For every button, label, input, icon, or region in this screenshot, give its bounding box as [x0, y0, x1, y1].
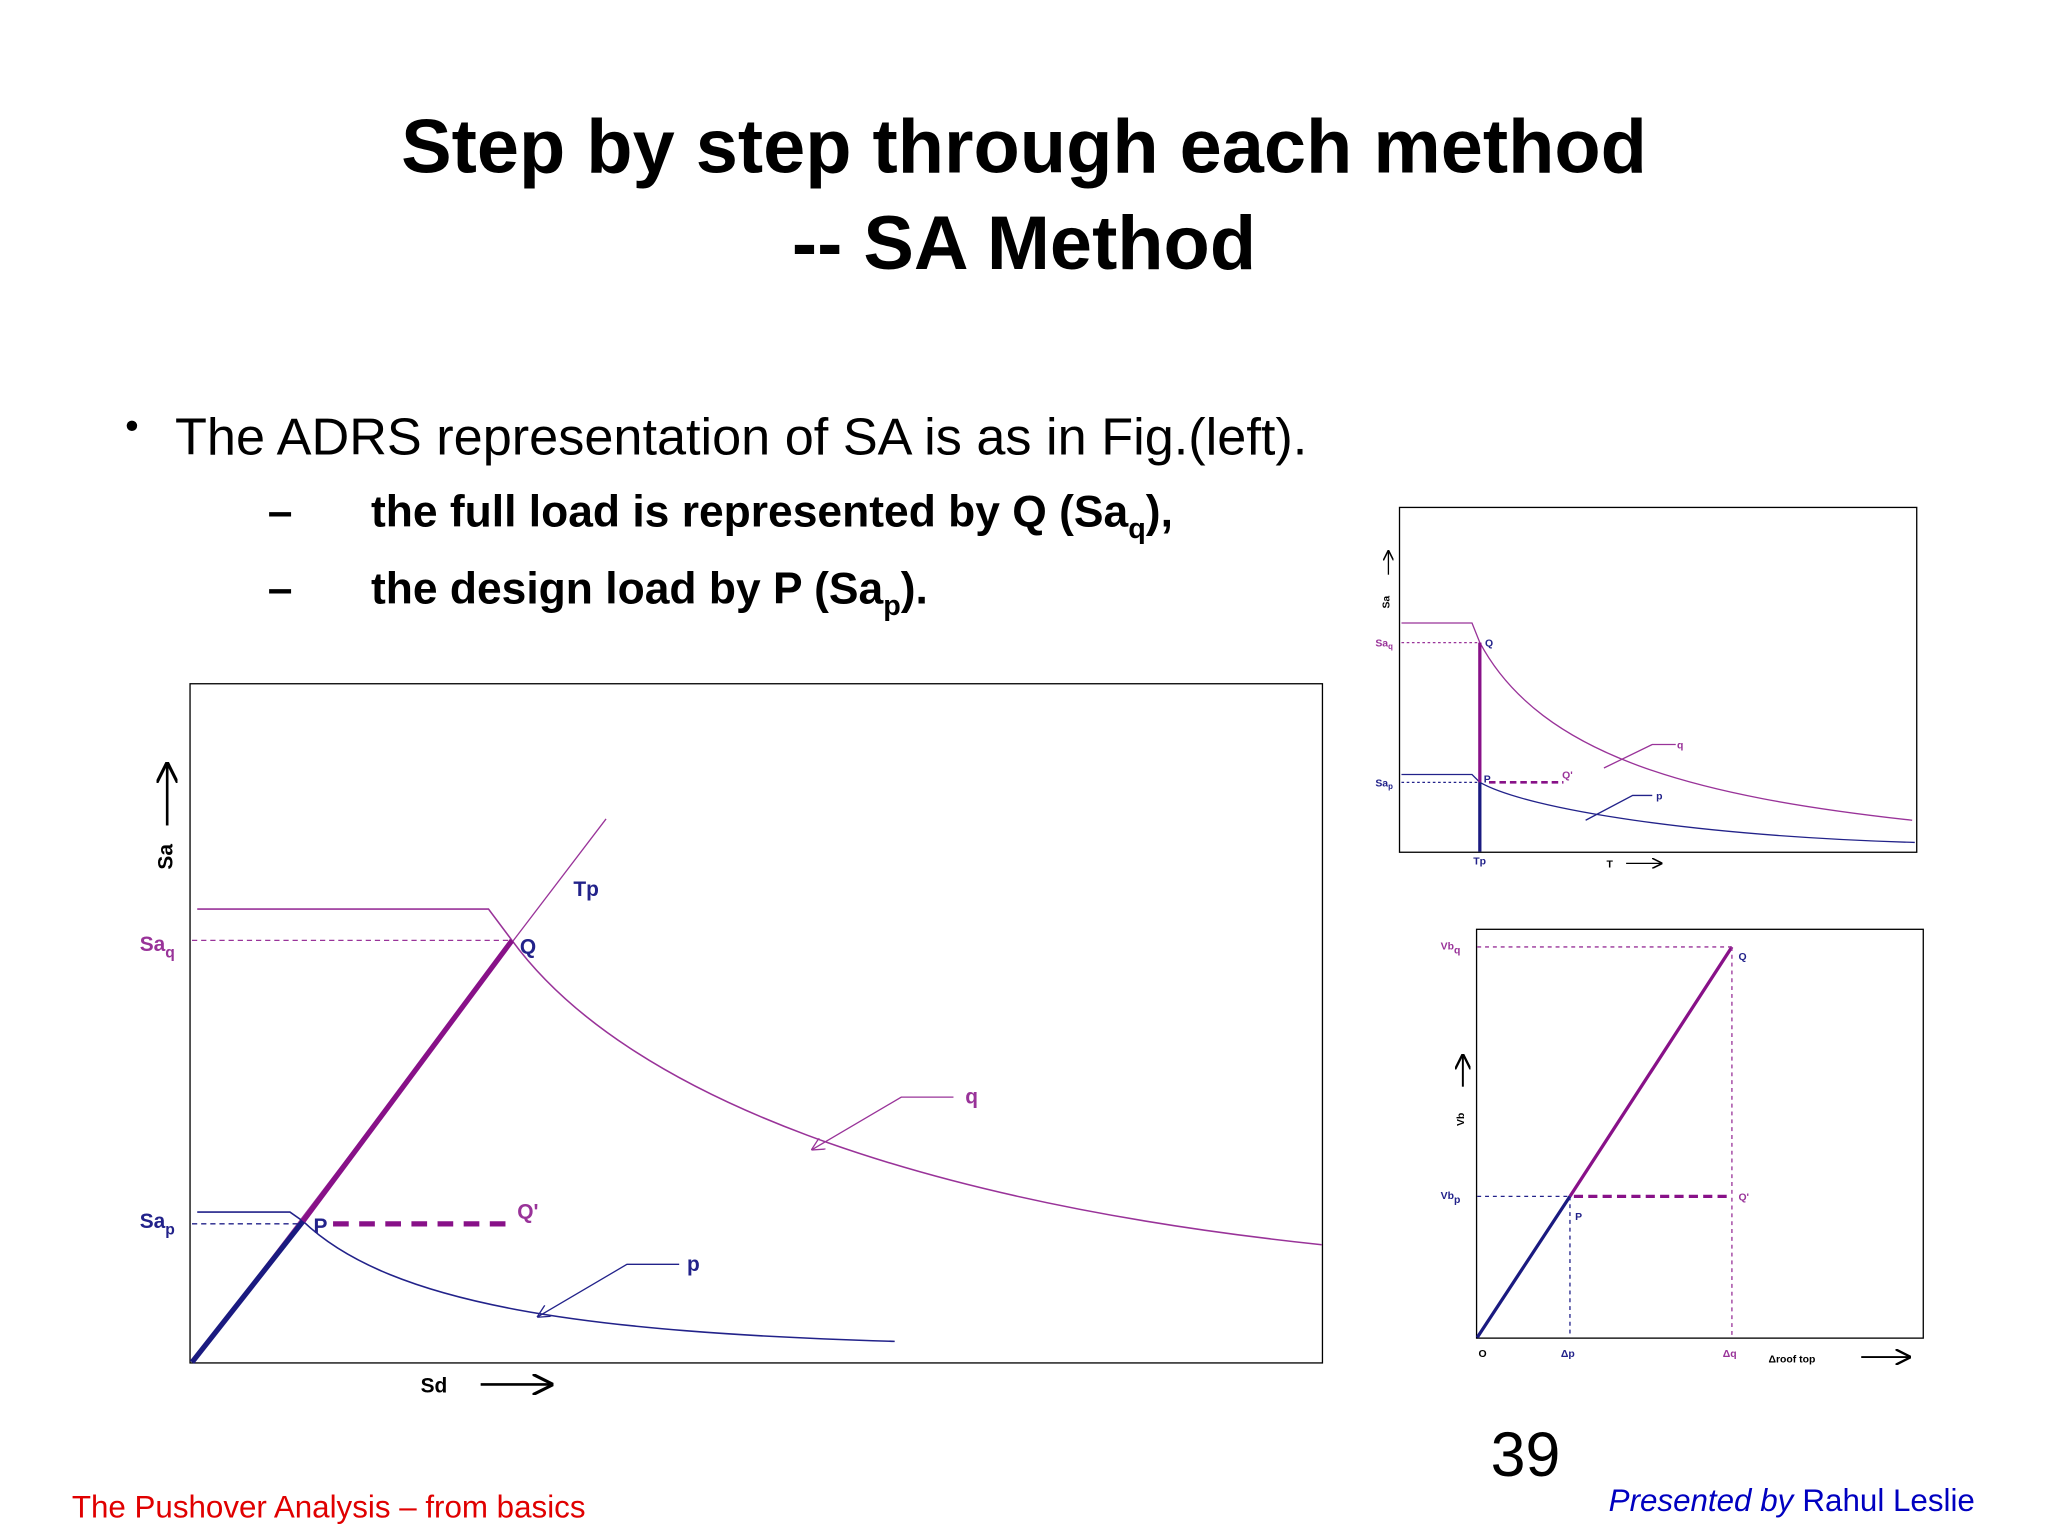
- x-axis-label: Δroof top: [1768, 1354, 1815, 1365]
- sub-text: the design load by P (Sa: [371, 564, 884, 613]
- subscript: q: [1454, 945, 1460, 956]
- footer-left: The Pushover Analysis – from basics: [72, 1490, 586, 1525]
- subscript: q: [1388, 642, 1393, 651]
- delta-label: Δq: [1723, 1349, 1737, 1360]
- tp-label: Tp: [573, 878, 599, 901]
- subscript: p: [1388, 782, 1393, 791]
- sub-tail: ).: [901, 564, 928, 613]
- curve-label: p: [687, 1253, 700, 1276]
- sap-label: Sap: [1375, 778, 1393, 791]
- curve-label: q: [1677, 740, 1683, 751]
- saq-label: Saq: [1375, 639, 1393, 652]
- point-label: Q: [1485, 639, 1493, 650]
- loading-line: [189, 1219, 306, 1364]
- pointer: [1585, 794, 1653, 821]
- subscript: p: [165, 1221, 175, 1238]
- point-label: Q': [1562, 770, 1573, 781]
- pointer: [538, 1263, 680, 1316]
- y-axis-label: Vb: [1456, 1113, 1467, 1126]
- frame: [189, 683, 1324, 1364]
- y-axis-label: Sa: [154, 844, 177, 870]
- q-curve: [1401, 622, 1913, 821]
- sub-marker: –: [268, 487, 293, 536]
- label-main: Vb: [1441, 1191, 1454, 1202]
- presented-by: Presented by: [1609, 1483, 1796, 1518]
- saq-label: Saq: [140, 933, 175, 962]
- sub-tail: ),: [1146, 487, 1173, 536]
- x-axis-label: Sd: [421, 1374, 448, 1397]
- point-label: Q: [1738, 952, 1746, 963]
- bullet-dot: [126, 420, 138, 432]
- origin-label: O: [1479, 1349, 1487, 1360]
- sub-text: the full load is represented by Q (Sa: [371, 487, 1129, 536]
- q-curve: [197, 908, 1322, 1246]
- tp-label: Tp: [1473, 857, 1486, 868]
- frame: [1398, 506, 1918, 853]
- title-line: Step by step through each method: [401, 104, 1647, 189]
- footer-right: Presented by Rahul Leslie: [1609, 1483, 1975, 1518]
- vbq-label: Vbq: [1441, 942, 1461, 957]
- subscript: q: [165, 944, 175, 961]
- author: Rahul Leslie: [1802, 1483, 1974, 1518]
- curve-label: q: [965, 1086, 978, 1109]
- p-curve: [1401, 773, 1915, 844]
- point-label: Q': [1738, 1192, 1749, 1203]
- label-main: Sa: [140, 933, 166, 956]
- page-number: 39: [1491, 1420, 1561, 1490]
- point-label: Q': [517, 1201, 538, 1224]
- frame: [1475, 928, 1924, 1339]
- delta-label: Δp: [1561, 1349, 1575, 1360]
- point-label: Q: [520, 935, 536, 958]
- sub-bullet: the full load is represented by Q (Saq),: [371, 487, 1173, 545]
- point-label: P: [313, 1215, 327, 1238]
- label-main: Sa: [1375, 778, 1388, 789]
- label-main: Vb: [1441, 942, 1454, 953]
- p-curve: [197, 1211, 895, 1343]
- point-label: P: [1575, 1212, 1582, 1223]
- sub-bullet: the design load by P (Sap).: [371, 564, 928, 622]
- bottom-right-figure: [1463, 928, 1924, 1357]
- subscript: q: [1128, 513, 1146, 545]
- label-main: Sa: [1375, 639, 1388, 650]
- label-main: Sa: [140, 1210, 166, 1233]
- pointer: [812, 1096, 954, 1149]
- sap-label: Sap: [140, 1210, 175, 1239]
- title-line: -- SA Method: [792, 201, 1256, 286]
- bullet-text: The ADRS representation of SA is as in F…: [175, 409, 1307, 467]
- sub-marker: –: [268, 564, 293, 613]
- top-right-figure: [1388, 506, 1918, 863]
- loading-line: [1475, 1195, 1572, 1339]
- pointer: [1603, 743, 1676, 769]
- y-axis-label: Sa: [1382, 596, 1393, 609]
- loading-line: [1568, 946, 1734, 1198]
- subscript: p: [1454, 1195, 1460, 1206]
- vbp-label: Vbp: [1441, 1191, 1461, 1206]
- left-figure: [167, 683, 1324, 1385]
- subscript: p: [883, 590, 901, 622]
- loading-line: [300, 938, 515, 1223]
- x-axis-label: T: [1607, 859, 1614, 870]
- point-label: P: [1484, 774, 1491, 785]
- curve-label: p: [1656, 791, 1662, 802]
